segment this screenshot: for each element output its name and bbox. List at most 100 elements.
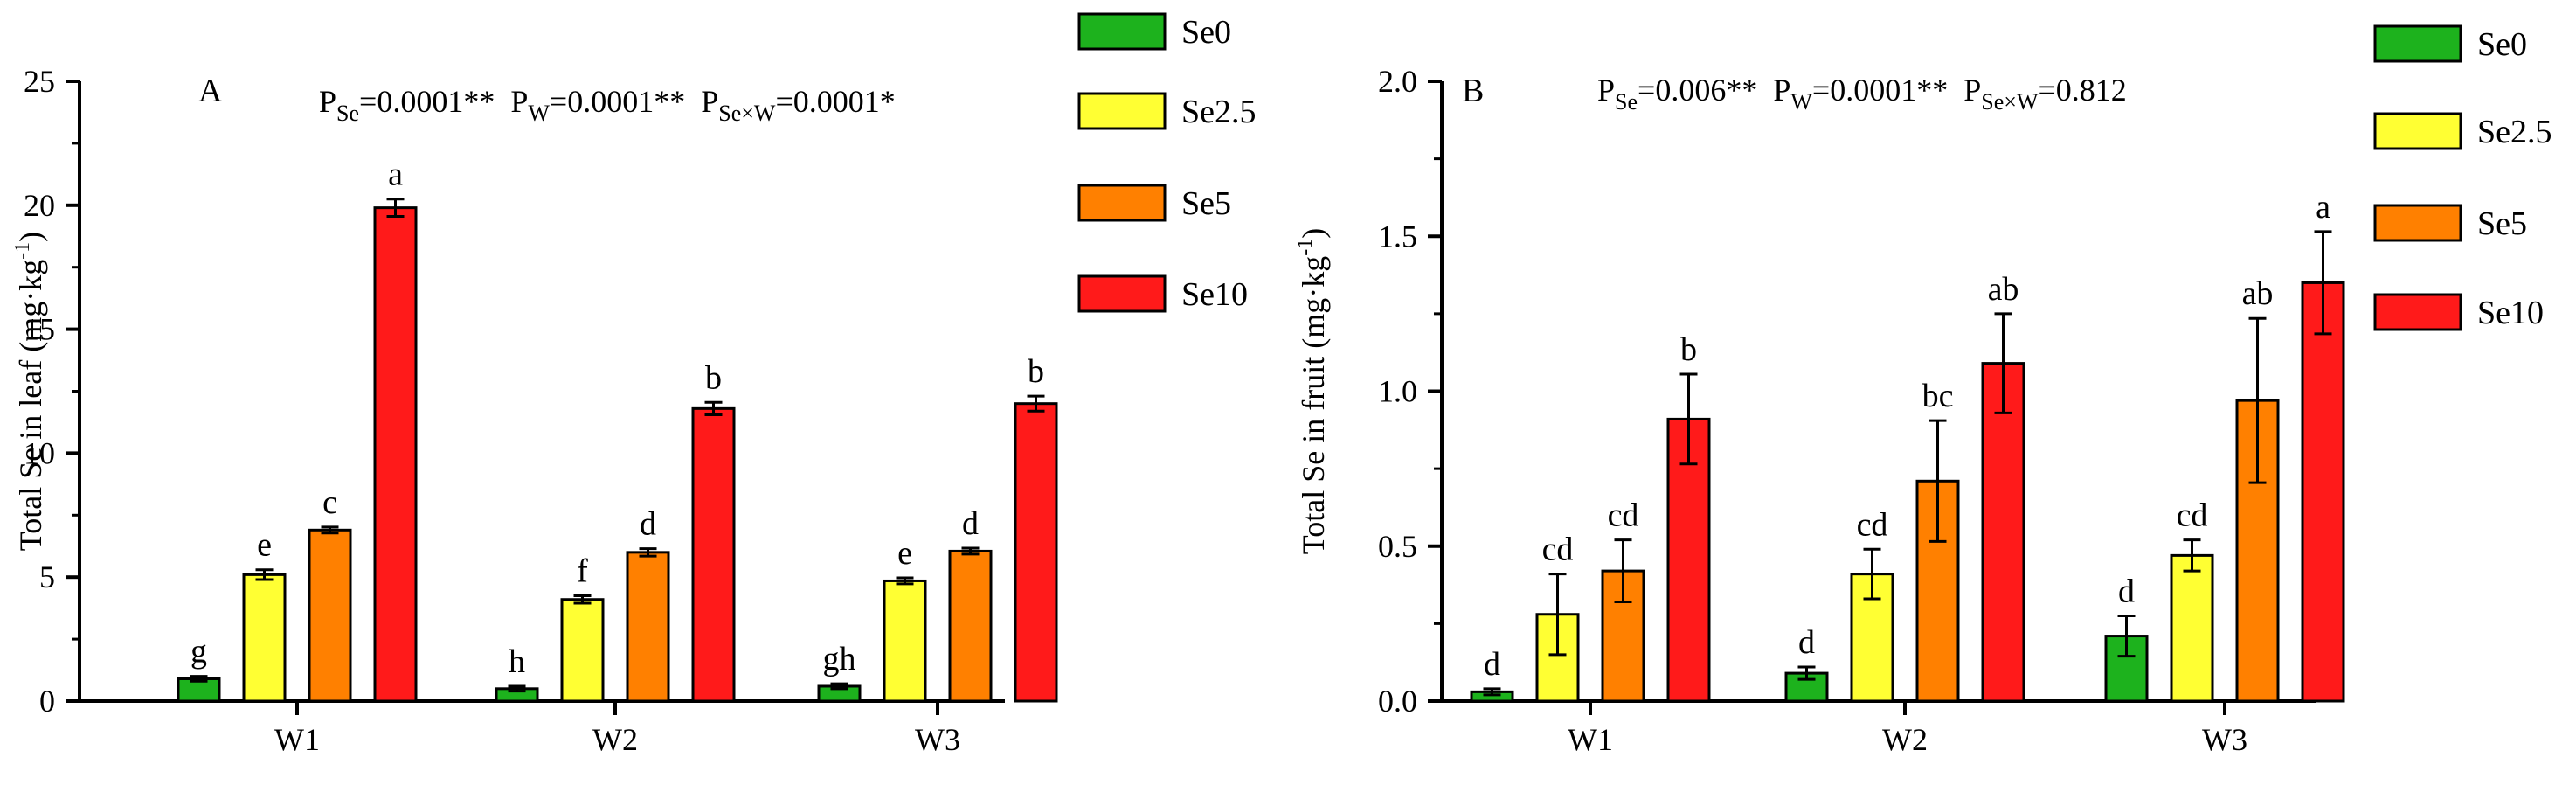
bar-se2-5-w3 [2170,553,2214,703]
stat-sub: W [528,101,550,126]
significance-letter: h [509,643,525,680]
significance-letter: cd [1857,506,1888,543]
legend-swatch [2373,24,2462,63]
bar-se10-w3 [1014,402,1058,703]
y-tick-label: 1.5 [1378,219,1417,254]
significance-letter: cd [1608,497,1639,534]
stats-annotation: PSe=0.0001** PW=0.0001** PSe×W=0.0001* [319,84,896,126]
bar-se5-w1 [1601,569,1645,703]
significance-letter: g [190,634,207,670]
legend: Se0 Se2.5 Se5 Se10 [2373,24,2552,331]
bar-se5-w3 [948,549,993,703]
significance-letter: cd [2177,497,2208,534]
y-axis-title: Total Se in leaf (mg·kg-1) [11,232,48,551]
significance-letter: d [640,506,656,543]
y-axis-title: Total Se in fruit (mg·kg-1) [1294,228,1331,554]
legend-label: Se2.5 [1181,94,1257,130]
bar-se2-5-w1 [1535,613,1580,703]
stat-sub: Se [336,101,359,126]
bar-se10-w2 [1981,362,2025,703]
y-tick-label: 20 [24,188,55,223]
legend-swatch [1077,12,1167,51]
bar-se10-w1 [373,206,418,703]
y-tick-label: 1.0 [1378,374,1417,409]
stat-sub: Se×W [718,101,776,126]
legend-swatch [1077,274,1167,313]
y-tick-label: 25 [24,64,55,99]
bar-se10-w3 [2301,281,2345,703]
legend-label: Se10 [1181,276,1248,313]
significance-letter: ab [2242,275,2274,312]
legend-label: Se0 [2477,26,2527,63]
bar-se2-5-w2 [560,598,605,703]
stat-p: P [1773,73,1790,108]
stat-p: P [319,84,336,119]
significance-letter: cd [1542,532,1574,568]
panel-label: B [1462,73,1484,109]
significance-letter: ab [1988,271,2019,308]
y-axis-title-main: Total Se in leaf (mg·kg [13,260,48,551]
stat-sub: W [1790,89,1812,115]
legend-label: Se0 [1181,14,1231,51]
x-tick-label: W3 [2202,722,2247,757]
legend-swatch [1077,184,1167,222]
significance-letter: b [1680,331,1697,368]
stat-sub: Se [1615,89,1638,115]
y-tick-label: 0.5 [1378,529,1417,564]
stat-sub: Se×W [1981,89,2039,115]
stat-value: =0.0001** [550,84,685,119]
x-tick-label: W2 [1882,722,1928,757]
significance-letter: d [962,505,979,542]
significance-letter: bc [1922,378,1954,414]
significance-letter: d [2118,573,2135,610]
stat-value: =0.0001* [775,84,895,119]
bar-se2-5-w3 [883,579,927,703]
chart-panel-b: 0.0 0.5 1.0 1.5 2.0 Total Se in fruit (mg·kg-… [1294,24,2552,757]
legend-swatch [1077,92,1167,130]
significance-letter: f [577,552,588,589]
legend-label: Se10 [2477,295,2544,331]
y-axis-title-sup: -1 [11,242,34,260]
legend-swatch [2373,204,2462,242]
y-tick-label: 0 [39,684,55,719]
stat-p: P [1597,73,1615,108]
x-tick-label: W1 [274,722,320,757]
legend-label: Se5 [2477,205,2527,242]
significance-letter: b [1028,353,1044,390]
bar-se10-w1 [1666,417,1711,703]
significance-letter: c [322,484,337,521]
x-tick-label: W2 [592,722,638,757]
legend: Se0 Se2.5 Se5 Se10 [1077,12,1257,313]
stat-value: =0.006** [1638,73,1757,108]
significance-letter: d [1798,624,1815,661]
bar-se2-5-w1 [242,573,287,703]
legend-label: Se2.5 [2477,114,2552,150]
significance-letter: gh [823,641,856,677]
y-axis-title-close: ) [13,232,48,242]
y-axis-title-sup: -1 [1294,239,1317,256]
stat-value: =0.812 [2038,73,2126,108]
y-tick-label: 15 [24,312,55,347]
stats-annotation: PSe=0.006** PW=0.0001** PSe×W=0.812 [1597,73,2127,115]
legend-swatch [2373,112,2462,150]
significance-letter: e [897,535,912,572]
significance-letter: a [388,156,403,193]
panel-label: A [198,73,223,109]
stat-p: P [510,84,528,119]
significance-letter: e [257,527,272,564]
significance-letter: a [2316,189,2330,226]
y-axis-title-main: Total Se in fruit (mg·kg [1296,256,1331,554]
bar-se5-w2 [626,551,670,703]
legend-swatch [2373,293,2462,331]
x-tick-label: W3 [915,722,960,757]
y-tick-label: 0.0 [1378,684,1417,719]
y-tick-label: 5 [39,559,55,594]
stat-value: =0.0001** [359,84,495,119]
y-tick-label: 10 [24,435,55,470]
x-tick-label: W1 [1568,722,1613,757]
significance-letter: d [1484,646,1500,683]
y-tick-label: 2.0 [1378,64,1417,99]
